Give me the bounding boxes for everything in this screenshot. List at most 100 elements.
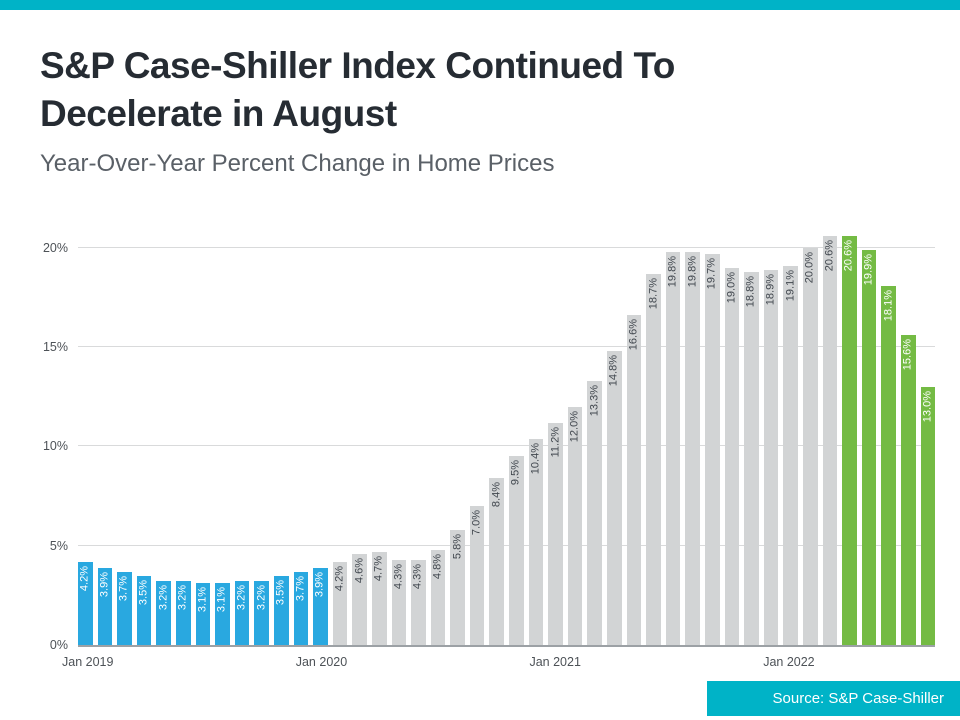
bar-value-label: 19.1% [784, 269, 797, 301]
top-accent-bar [0, 0, 960, 10]
bar-value-label: 4.7% [372, 555, 385, 581]
y-axis-tick-label: 0% [49, 638, 68, 652]
bar: 5.8% [450, 529, 465, 645]
gridline [78, 544, 935, 546]
bar-value-label: 3.5% [274, 579, 287, 605]
bar: 3.1% [215, 583, 230, 645]
gridline [78, 445, 935, 447]
bar: 3.1% [195, 583, 211, 645]
bar-value-label: 3.7% [117, 575, 130, 601]
bar-value-label: 3.9% [313, 571, 326, 597]
bar: 4.3% [391, 559, 407, 645]
x-axis-tick-label: Jan 2022 [763, 655, 815, 669]
bar-value-label: 15.6% [901, 339, 914, 371]
bar: 4.2% [332, 561, 348, 645]
bar-value-label: 13.3% [588, 384, 601, 417]
bar-value-label: 4.3% [392, 563, 405, 589]
bar-value-label: 3.2% [235, 585, 248, 611]
bar-value-label: 4.2% [78, 565, 91, 591]
bar: 4.8% [430, 549, 446, 645]
bar-value-label: 19.8% [686, 255, 699, 288]
bar-value-label: 11.2% [549, 426, 562, 457]
bar: 3.2% [156, 581, 171, 645]
y-axis-tick-label: 20% [42, 240, 68, 255]
bar-value-label: 3.5% [137, 579, 150, 605]
bar: 4.7% [371, 551, 387, 645]
bar-value-label: 18.9% [764, 273, 777, 305]
chart-subtitle: Year-Over-Year Percent Change in Home Pr… [40, 150, 555, 177]
bar-value-label: 20.0% [803, 251, 816, 284]
bar: 15.6% [900, 335, 916, 645]
bar-value-label: 3.2% [176, 585, 189, 611]
bar-value-label: 3.9% [98, 571, 111, 597]
bar: 18.1% [881, 285, 896, 645]
bar: 14.8% [607, 351, 622, 645]
bar-value-label: 3.2% [157, 585, 170, 611]
bar: 13.3% [587, 380, 603, 645]
bar: 3.9% [313, 567, 328, 645]
bar: 4.6% [352, 553, 367, 645]
bar-value-label: 19.9% [862, 253, 875, 286]
bar: 9.5% [509, 456, 524, 645]
x-axis-tick-label: Jan 2021 [529, 655, 581, 669]
bar-value-label: 4.3% [411, 563, 424, 589]
bar-value-label: 13.0% [921, 390, 934, 423]
bar-value-label: 4.8% [431, 553, 444, 579]
bar-value-label: 10.4% [529, 442, 542, 474]
bar-value-label: 20.6% [823, 239, 836, 272]
bar-value-label: 18.8% [744, 275, 757, 307]
bar: 3.7% [117, 571, 132, 645]
y-axis-tick-label: 15% [42, 340, 68, 355]
bar-value-label: 14.8% [607, 355, 620, 387]
bar-value-label: 19.0% [725, 271, 738, 303]
bar-value-label: 18.1% [882, 289, 895, 321]
chart-title: S&P Case-Shiller Index Continued To Dece… [40, 45, 675, 135]
bar: 3.2% [254, 581, 269, 645]
bar: 19.0% [724, 267, 740, 645]
bar-value-label: 5.8% [451, 533, 464, 559]
bar-value-label: 4.2% [333, 565, 346, 591]
bar: 19.1% [783, 265, 798, 645]
bar: 12.0% [567, 406, 583, 645]
x-axis-tick-label: Jan 2020 [295, 655, 348, 669]
bar: 16.6% [626, 315, 642, 645]
bar-value-label: 19.8% [666, 255, 679, 288]
bar-value-label: 20.6% [842, 239, 855, 272]
bar: 3.5% [273, 575, 289, 645]
bar: 4.2% [78, 561, 93, 645]
plot-area: 4.2% 3.9% 3.7% 3.5% 3.2% 3.2% 3.1% 3.1% 3.2% 3.2%… [43, 228, 936, 669]
bar: 7.0% [469, 506, 485, 645]
bar: 20.6% [822, 235, 838, 645]
bar: 18.8% [744, 271, 759, 645]
bar: 20.0% [802, 247, 818, 645]
bar: 3.2% [175, 581, 191, 645]
bar-value-label: 12.0% [568, 410, 581, 442]
bar-value-label: 3.1% [196, 587, 209, 613]
bar-value-label: 18.7% [647, 277, 660, 309]
bar-value-label: 3.7% [294, 575, 307, 601]
bars-container: 4.2% 3.9% 3.7% 3.5% 3.2% 3.2% 3.1% 3.1% 3.2% 3.2%… [78, 228, 936, 645]
x-axis-tick-label: Jan 2019 [62, 655, 114, 669]
bar: 13.0% [920, 386, 936, 645]
bar: 3.7% [293, 571, 309, 645]
bar: 18.9% [763, 269, 779, 645]
bar: 8.4% [489, 478, 505, 645]
bar-value-label: 16.6% [627, 319, 640, 351]
gridline [78, 246, 935, 248]
bar: 20.6% [842, 235, 857, 645]
bar-value-label: 4.6% [353, 557, 366, 583]
bar-value-label: 3.1% [215, 587, 228, 613]
y-axis-tick-label: 10% [42, 439, 68, 454]
bar: 19.7% [705, 253, 720, 645]
source-badge: Source: S&P Case-Shiller [706, 681, 960, 716]
bar: 3.9% [97, 567, 113, 645]
bar: 10.4% [528, 438, 544, 645]
bar: 19.9% [861, 249, 877, 645]
y-axis-tick-label: 5% [49, 538, 68, 553]
bar: 3.2% [234, 581, 250, 645]
bar: 18.7% [646, 273, 661, 645]
bar: 3.5% [136, 575, 152, 645]
bar-value-label: 7.0% [470, 510, 483, 536]
bar-value-label: 3.2% [255, 585, 268, 611]
